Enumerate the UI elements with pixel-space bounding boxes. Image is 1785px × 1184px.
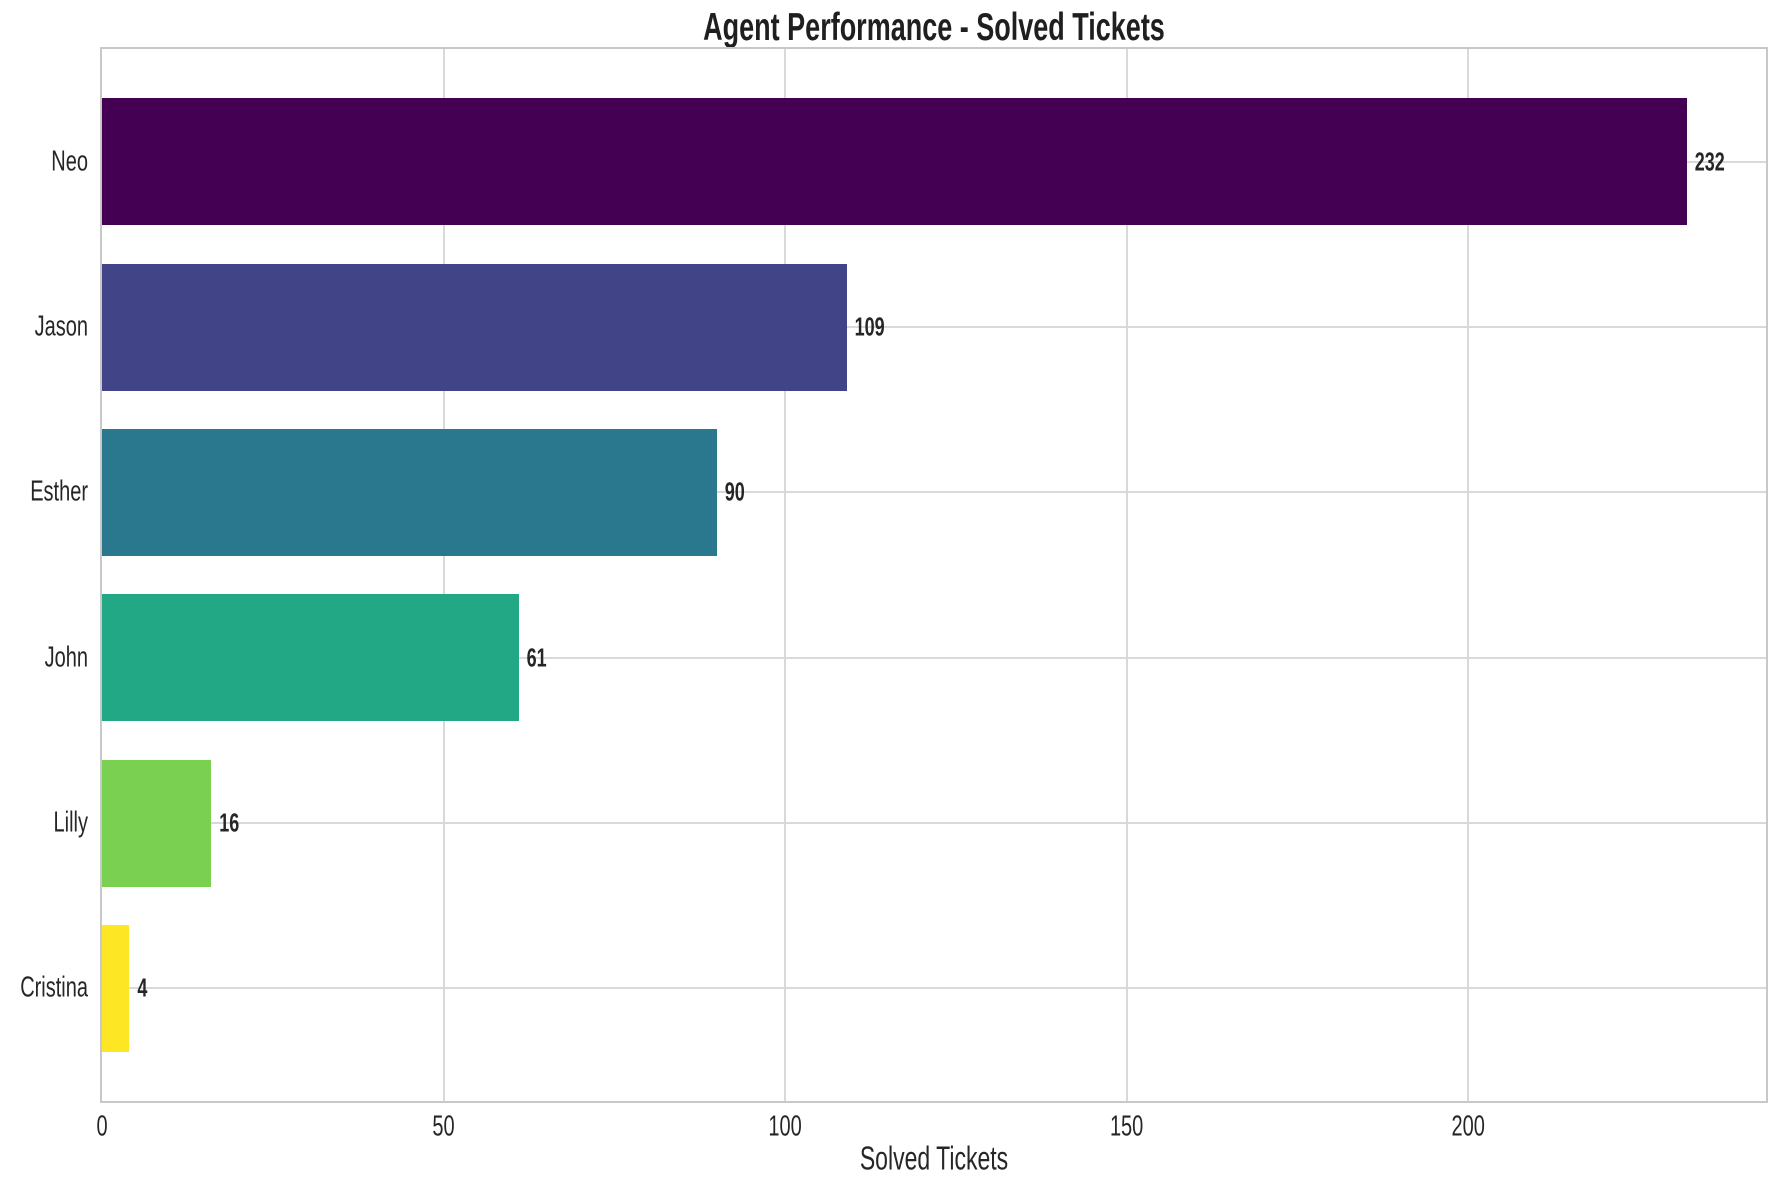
bar-value-label: 109 [854,312,885,342]
x-tick-label-50: 50 [432,1111,455,1143]
gridline-x-200 [1467,49,1470,1101]
bar-john [102,594,519,722]
y-tick-label-cristina: Cristina [20,972,88,1005]
y-tick-label-jason: Jason [34,311,88,343]
y-tick-label-neo: Neo [51,145,88,178]
x-axis-title: Solved Tickets [859,1138,1009,1177]
gridline-x-150 [1125,49,1128,1101]
gridline-y-cristina [102,987,1766,990]
bar-value-label: 90 [724,477,745,507]
x-tick-label-150: 150 [1109,1111,1144,1143]
y-tick-label-john: John [44,641,88,674]
x-tick-label-0: 0 [96,1111,108,1143]
y-tick-label-esther: Esther [30,476,88,509]
gridline-y-john [102,656,1766,659]
bar-lilly [102,759,212,887]
gridline-y-esther [102,491,1766,494]
bar-value-label: 16 [219,808,240,838]
gridline-y-lilly [102,822,1766,824]
gridline-x-100 [784,49,787,1101]
bar-jason [102,263,847,391]
gridline-x-50 [442,49,445,1101]
bar-cristina [102,924,130,1052]
gridline-y-jason [102,326,1766,328]
x-tick-label-200: 200 [1451,1111,1485,1143]
bar-value-label: 232 [1694,147,1725,177]
chart-title: Agent Performance - Solved Tickets [703,5,1165,49]
bar-value-label: 61 [526,643,547,673]
bar-neo [102,98,1687,226]
bar-esther [102,428,717,556]
y-tick-label-lilly: Lilly [53,807,88,839]
plot-area: 232 109 90 61 16 4 [100,47,1768,1103]
x-tick-label-100: 100 [768,1111,802,1143]
bar-value-label: 4 [137,973,148,1003]
